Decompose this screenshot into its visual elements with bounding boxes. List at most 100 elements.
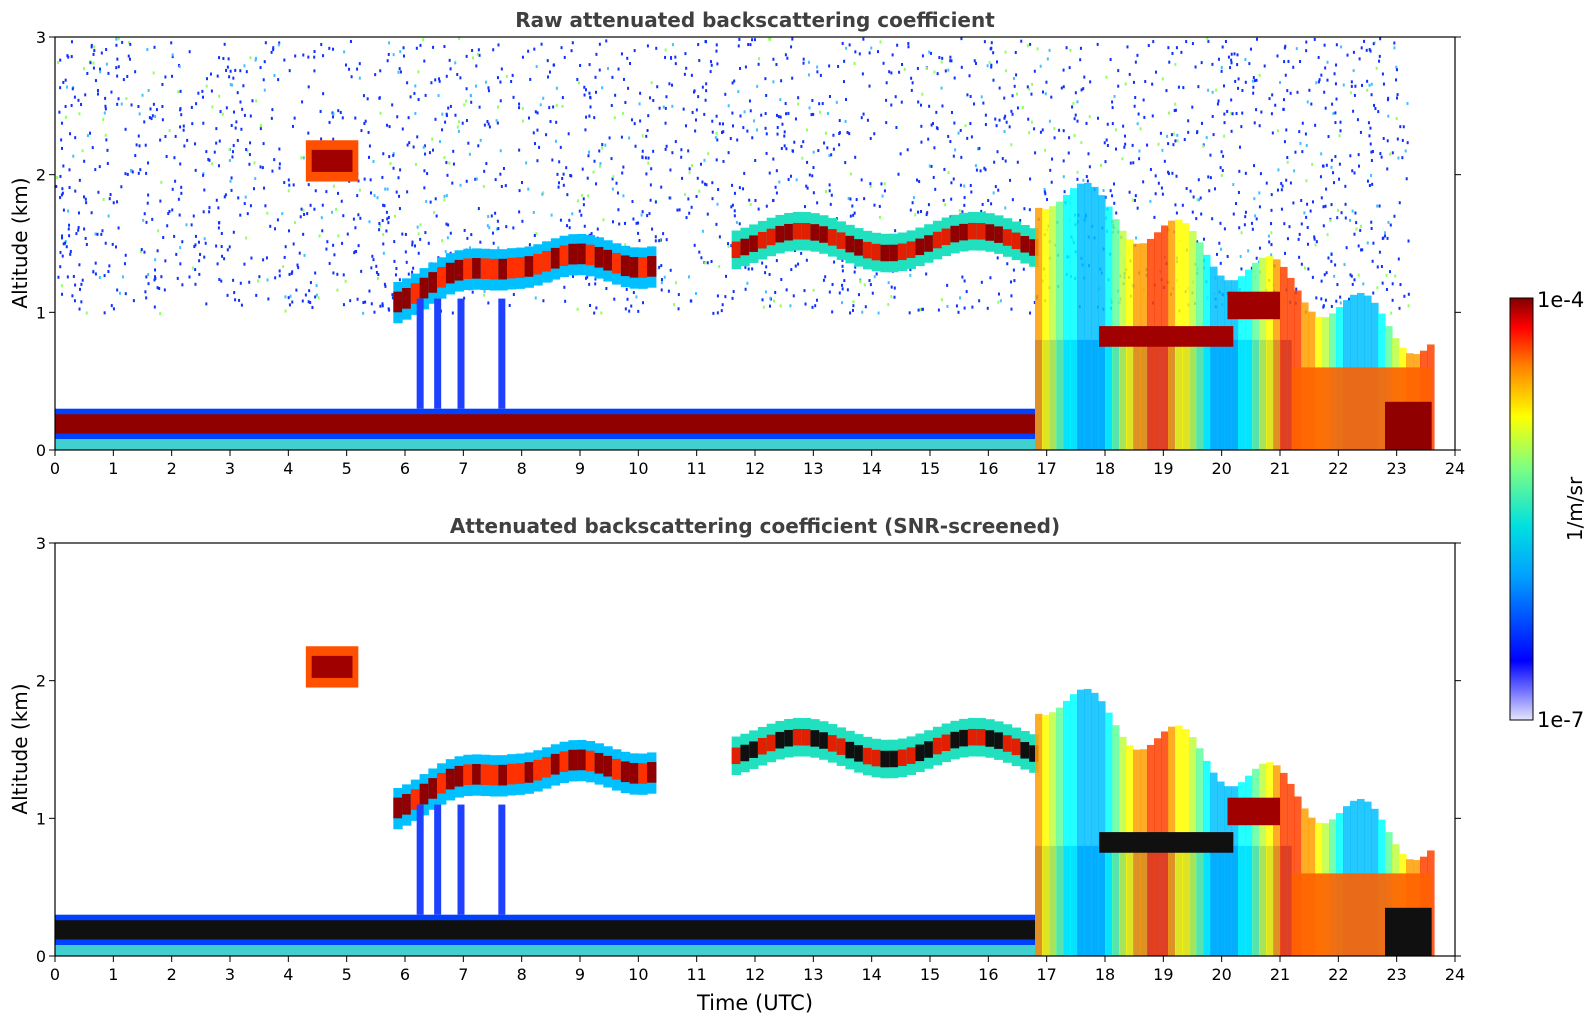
noise-speck bbox=[107, 270, 110, 274]
cloud-cell-core bbox=[766, 734, 776, 752]
noise-speck bbox=[1013, 279, 1016, 283]
noise-speck bbox=[928, 50, 931, 54]
noise-speck bbox=[1004, 114, 1007, 118]
precip-column bbox=[1203, 254, 1211, 450]
noise-speck bbox=[1170, 133, 1173, 137]
noise-speck bbox=[71, 87, 74, 91]
noise-speck bbox=[963, 203, 966, 207]
noise-speck bbox=[790, 45, 793, 49]
noise-speck bbox=[933, 146, 936, 150]
noise-speck bbox=[963, 184, 966, 188]
noise-speck bbox=[1237, 77, 1240, 81]
noise-speck bbox=[307, 183, 310, 187]
noise-speck bbox=[593, 116, 596, 120]
noise-speck bbox=[1324, 298, 1327, 302]
noise-speck bbox=[1368, 184, 1371, 188]
noise-speck bbox=[1300, 262, 1303, 266]
noise-speck bbox=[769, 304, 772, 308]
noise-speck bbox=[733, 209, 736, 213]
noise-speck bbox=[664, 55, 667, 59]
noise-speck bbox=[949, 59, 952, 63]
noise-speck bbox=[1207, 175, 1210, 179]
noise-speck bbox=[848, 132, 851, 136]
noise-speck bbox=[83, 195, 86, 199]
noise-speck bbox=[392, 153, 395, 157]
noise-speck bbox=[980, 209, 983, 213]
noise-speck bbox=[115, 66, 118, 70]
noise-speck bbox=[1183, 138, 1186, 142]
noise-speck bbox=[626, 297, 629, 301]
cloud-cell-core bbox=[854, 239, 864, 256]
noise-speck bbox=[164, 75, 167, 79]
noise-speck bbox=[1260, 110, 1263, 114]
noise-speck bbox=[463, 296, 466, 300]
noise-speck bbox=[70, 103, 73, 107]
noise-speck bbox=[344, 279, 347, 283]
noise-speck bbox=[1255, 108, 1258, 112]
noise-speck bbox=[412, 145, 415, 149]
noise-speck bbox=[222, 56, 225, 60]
noise-speck bbox=[953, 121, 956, 125]
noise-speck bbox=[944, 203, 947, 207]
noise-speck bbox=[1306, 202, 1309, 206]
noise-speck bbox=[1142, 180, 1145, 184]
noise-speck bbox=[571, 41, 574, 45]
noise-speck bbox=[116, 102, 119, 106]
noise-speck bbox=[671, 43, 674, 47]
noise-speck bbox=[1352, 69, 1355, 73]
noise-speck bbox=[1174, 102, 1177, 106]
noise-speck bbox=[1250, 221, 1253, 225]
x-tick-label: 18 bbox=[1095, 965, 1115, 984]
noise-speck bbox=[662, 232, 665, 236]
noise-speck bbox=[1011, 112, 1014, 116]
noise-speck bbox=[177, 197, 180, 201]
noise-speck bbox=[563, 55, 566, 59]
noise-speck bbox=[194, 282, 197, 286]
noise-speck bbox=[278, 41, 281, 45]
noise-speck bbox=[715, 114, 718, 118]
noise-speck bbox=[1174, 62, 1177, 66]
noise-speck bbox=[270, 50, 273, 54]
noise-speck bbox=[60, 121, 63, 125]
noise-speck bbox=[1339, 129, 1342, 133]
noise-speck bbox=[711, 130, 714, 134]
noise-speck bbox=[180, 191, 183, 195]
cloud-cell-core bbox=[542, 250, 552, 272]
noise-speck bbox=[1060, 86, 1063, 90]
noise-speck bbox=[553, 63, 556, 67]
noise-speck bbox=[665, 95, 668, 99]
noise-speck bbox=[1303, 211, 1306, 215]
x-tick-label: 2 bbox=[167, 965, 177, 984]
cloud-cell-core bbox=[402, 794, 412, 815]
noise-speck bbox=[765, 265, 768, 269]
noise-speck bbox=[167, 212, 170, 216]
bottom-x-axis: 0 1 2 3 4 5 6 7 8 9 10 11 12 13 14 15 16 17 18 19 20 21 22 23 24 bbox=[50, 956, 1465, 984]
noise-speck bbox=[237, 196, 240, 200]
noise-speck bbox=[1233, 52, 1236, 56]
noise-speck bbox=[807, 73, 810, 77]
noise-speck bbox=[772, 57, 775, 61]
noise-speck bbox=[900, 100, 903, 104]
noise-speck bbox=[685, 124, 688, 128]
noise-speck bbox=[332, 271, 335, 275]
noise-speck bbox=[919, 307, 922, 311]
noise-speck bbox=[934, 187, 937, 191]
x-tick-label: 24 bbox=[1445, 965, 1465, 984]
noise-speck bbox=[1335, 299, 1338, 303]
noise-speck bbox=[1223, 227, 1226, 231]
noise-speck bbox=[1352, 109, 1355, 113]
noise-speck bbox=[62, 242, 65, 246]
cloud-cell-core bbox=[410, 789, 421, 810]
noise-speck bbox=[242, 84, 245, 88]
noise-speck bbox=[243, 113, 246, 117]
noise-speck bbox=[1046, 198, 1049, 202]
noise-speck bbox=[761, 298, 764, 302]
noise-speck bbox=[1386, 167, 1389, 171]
noise-speck bbox=[1016, 106, 1019, 110]
noise-speck bbox=[978, 299, 981, 303]
noise-speck bbox=[838, 143, 841, 147]
noise-speck bbox=[254, 177, 257, 181]
noise-speck bbox=[614, 93, 617, 97]
noise-speck bbox=[232, 150, 235, 154]
noise-speck bbox=[895, 126, 898, 130]
